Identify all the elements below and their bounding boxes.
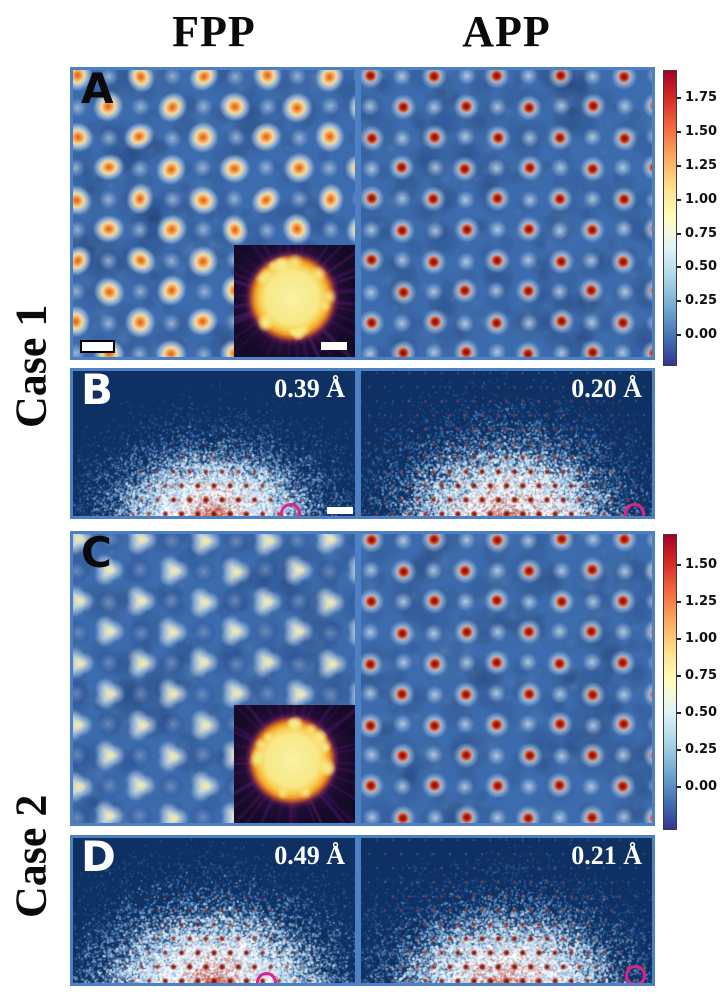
colorbar-tick-mark bbox=[677, 638, 681, 641]
colorbar-tick-mark bbox=[677, 601, 681, 604]
panel-letter-C: C bbox=[81, 531, 112, 577]
colorbar-tick-mark bbox=[677, 675, 681, 678]
colorbar-tick-mark bbox=[677, 712, 681, 715]
panel-D-fpp-diffraction: D 0.49 Å bbox=[70, 835, 358, 986]
resolution-label-app-case2: 0.21 Å bbox=[571, 841, 642, 870]
aperture-circle bbox=[280, 503, 301, 516]
lattice-image-app-case1 bbox=[361, 70, 652, 357]
row-label-case1: Case 1 bbox=[6, 304, 56, 428]
diffraction-image-fpp-case1 bbox=[73, 371, 355, 516]
colorbar-tick-label: 0.50 bbox=[685, 705, 718, 721]
resolution-label-app-case1: 0.20 Å bbox=[571, 374, 642, 403]
colorbar-tick-mark bbox=[677, 333, 681, 336]
colorbar-tick-label: 0.50 bbox=[685, 259, 718, 275]
colorbar-tick-label: 1.00 bbox=[685, 191, 718, 207]
colorbar-tick-mark bbox=[677, 266, 681, 269]
panel-letter-D: D bbox=[81, 835, 116, 881]
colorbar-case2 bbox=[663, 534, 677, 830]
panel-D-app-diffraction: 0.21 Å bbox=[358, 835, 655, 986]
colorbar-tick-mark bbox=[677, 131, 681, 134]
panel-B-app-diffraction: 0.20 Å bbox=[358, 368, 655, 519]
probe-inset-case1 bbox=[234, 245, 355, 357]
resolution-label-fpp-case1: 0.39 Å bbox=[274, 374, 345, 403]
colorbar-tick-label: 1.00 bbox=[685, 631, 718, 647]
colorbar-tick-label: 1.25 bbox=[685, 594, 718, 610]
panel-C-fpp-reconstruction: C bbox=[70, 531, 358, 826]
colorbar-case1 bbox=[663, 70, 677, 366]
lattice-image-app-case2 bbox=[361, 534, 652, 823]
aperture-circle bbox=[256, 972, 277, 983]
colorbar-tick-label: 0.75 bbox=[685, 668, 718, 684]
colorbar-tick-mark bbox=[677, 749, 681, 752]
diffraction-image-app-case1 bbox=[361, 371, 652, 516]
probe-image-case1 bbox=[234, 245, 355, 357]
resolution-label-fpp-case2: 0.49 Å bbox=[274, 841, 345, 870]
panel-B-fpp-diffraction: B 0.39 Å bbox=[70, 368, 358, 519]
panel-A-app-reconstruction bbox=[358, 67, 655, 360]
panel-letter-B: B bbox=[81, 368, 114, 414]
colorbar-tick-mark bbox=[677, 564, 681, 567]
probe-image-case2 bbox=[234, 705, 355, 823]
colorbar-tick-label: 1.50 bbox=[685, 124, 718, 140]
colorbar-tick-mark bbox=[677, 786, 681, 789]
column-header-fpp: FPP bbox=[172, 7, 256, 56]
colorbar-tick-mark bbox=[677, 232, 681, 235]
aperture-circle bbox=[624, 503, 645, 516]
aperture-circle bbox=[625, 965, 646, 983]
colorbar-tick-label: 0.25 bbox=[685, 293, 718, 309]
colorbar-tick-mark bbox=[677, 198, 681, 201]
probe-inset-case2 bbox=[234, 705, 355, 823]
colorbar-tick-label: 0.75 bbox=[685, 225, 718, 241]
colorbar-tick-mark bbox=[677, 300, 681, 303]
colorbar-tick-mark bbox=[677, 97, 681, 100]
inset-scale-bar bbox=[321, 342, 347, 350]
diffraction-image-app-case2 bbox=[361, 838, 652, 983]
colorbar-tick-label: 1.50 bbox=[685, 557, 718, 573]
scale-bar bbox=[80, 340, 115, 353]
colorbar-tick-label: 0.25 bbox=[685, 742, 718, 758]
panel-C-app-reconstruction bbox=[358, 531, 655, 826]
colorbar-tick-label: 1.25 bbox=[685, 157, 718, 173]
colorbar-tick-mark bbox=[677, 164, 681, 167]
panel-letter-A: A bbox=[81, 67, 114, 113]
diffraction-image-fpp-case2 bbox=[73, 838, 355, 983]
colorbar-tick-label: 0.00 bbox=[685, 326, 718, 342]
colorbar-tick-label: 0.00 bbox=[685, 779, 718, 795]
column-header-app: APP bbox=[462, 7, 551, 56]
row-label-case2: Case 2 bbox=[6, 794, 56, 918]
colorbar-tick-label: 1.75 bbox=[685, 90, 718, 106]
panel-A-fpp-reconstruction: A bbox=[70, 67, 358, 360]
scale-bar bbox=[327, 507, 353, 514]
